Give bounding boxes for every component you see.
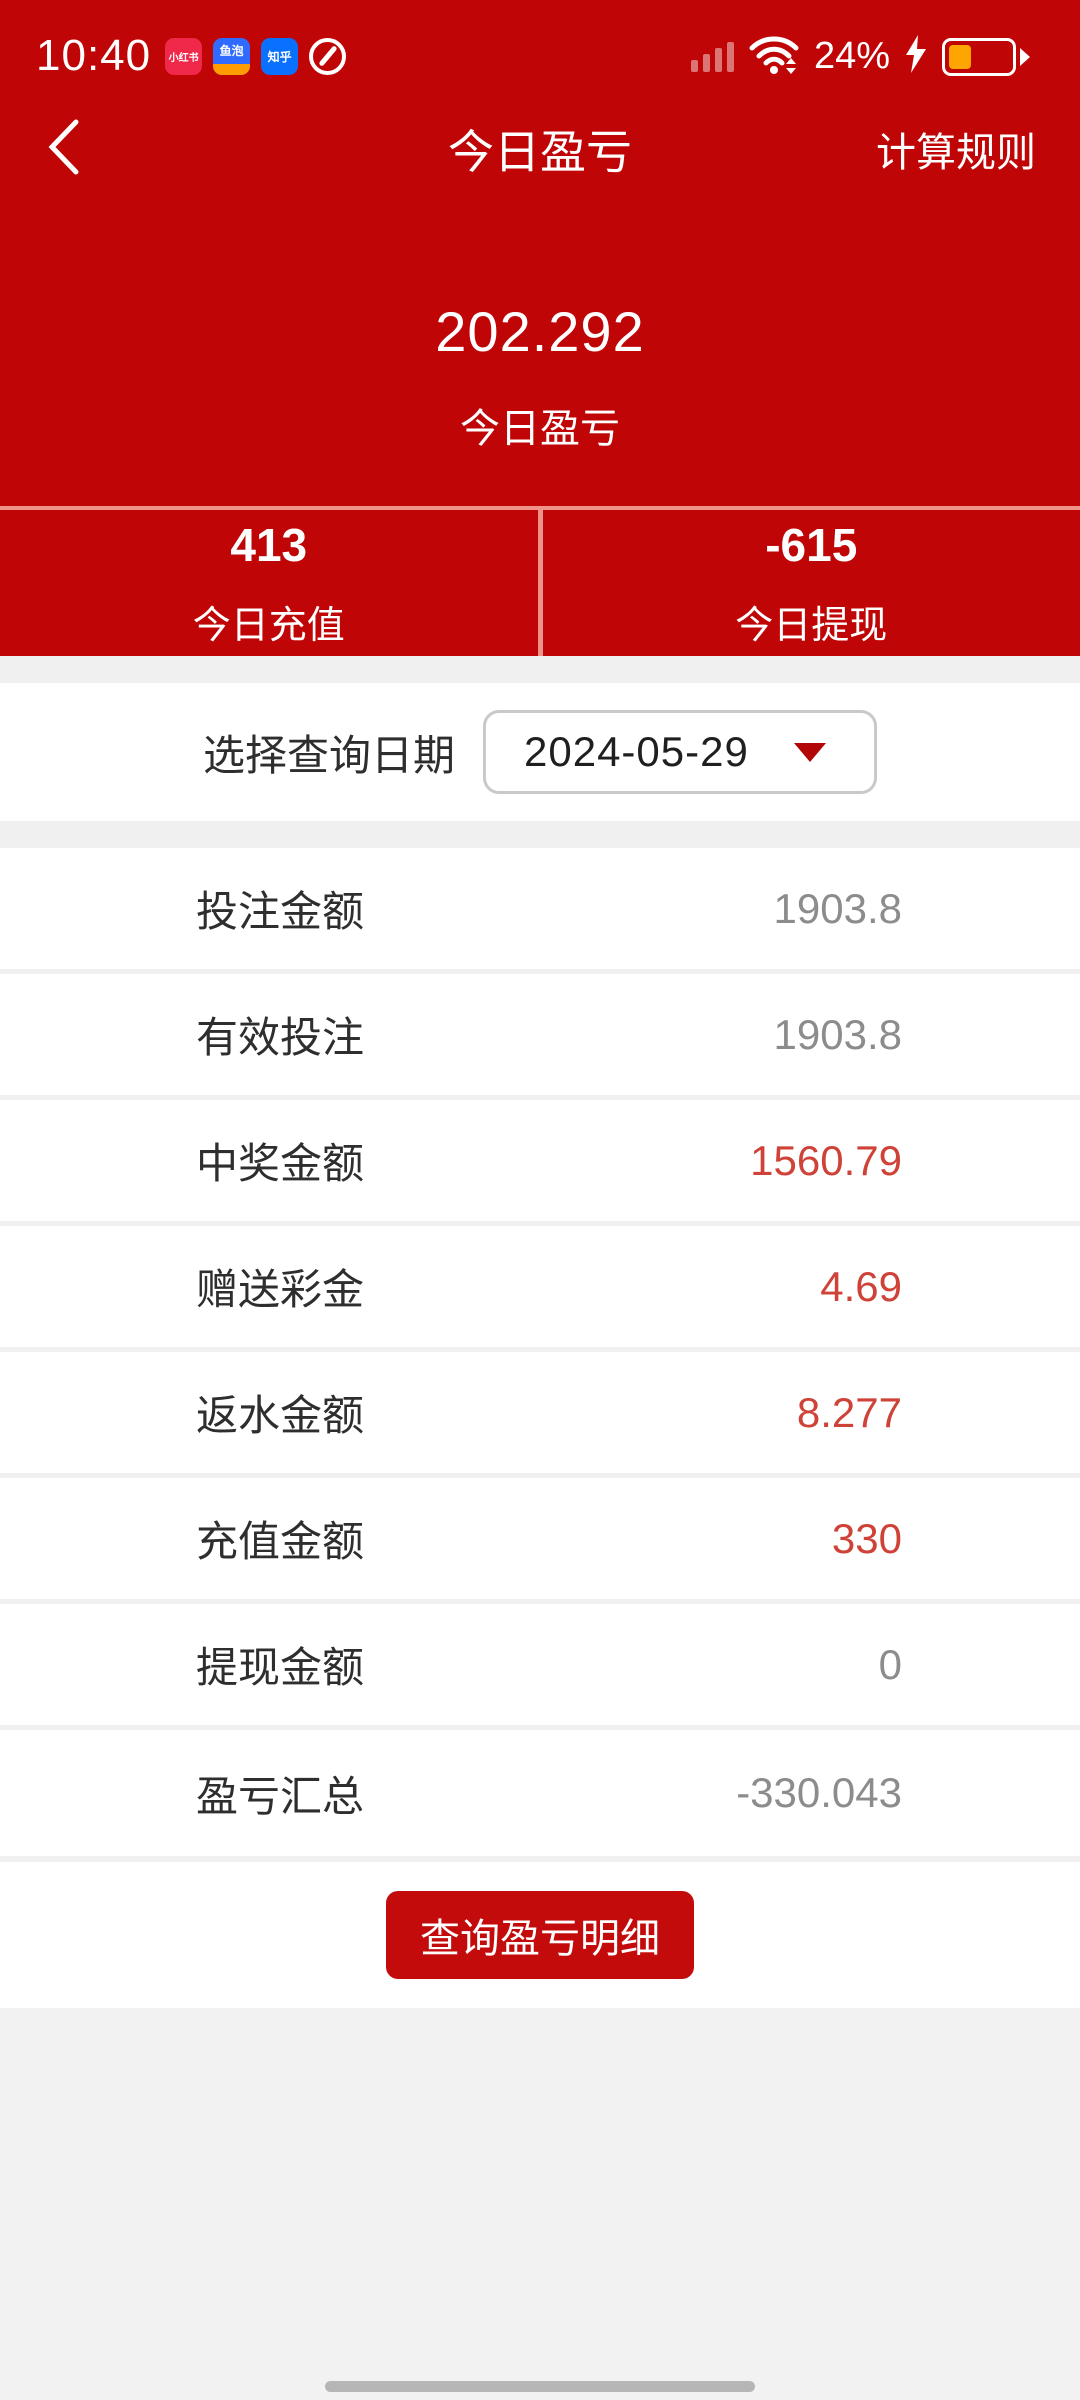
zhihu-app-icon: 知乎: [261, 37, 299, 75]
table-row: 赠送彩金 4.69: [0, 1226, 1080, 1352]
row-label: 赠送彩金: [196, 1266, 365, 1313]
row-value: 0: [878, 1640, 902, 1688]
today-withdraw-stat: -615 今日提现: [543, 510, 1080, 656]
bottom-area: [0, 2008, 1080, 2400]
back-chevron-icon: [44, 116, 84, 183]
date-picker-row: 选择查询日期 2024-05-29: [0, 683, 1080, 821]
ring-notification-icon: [309, 37, 347, 75]
caret-down-icon: [794, 742, 826, 762]
table-row: 充值金额 330: [0, 1478, 1080, 1604]
row-value: -330.043: [736, 1769, 902, 1816]
section-divider: [0, 821, 1080, 848]
yupao-banner: [213, 63, 251, 75]
status-bar-left: 10:40 小红书 鱼泡 知乎: [36, 31, 347, 81]
row-value: 8.277: [796, 1388, 902, 1436]
row-label: 有效投注: [196, 1014, 365, 1061]
table-row: 中奖金额 1560.79: [0, 1100, 1080, 1226]
stats-band: 413 今日充值 -615 今日提现: [0, 506, 1080, 656]
zhihu-label: 知乎: [267, 49, 292, 64]
calc-rules-link[interactable]: 计算规则: [876, 131, 1036, 175]
row-label: 提现金额: [196, 1644, 365, 1691]
today-pl-value: 202.292: [435, 300, 645, 363]
yupao-label: 鱼泡: [219, 43, 244, 58]
back-button[interactable]: [44, 95, 84, 203]
date-picker-select[interactable]: 2024-05-29: [483, 710, 877, 794]
row-label: 盈亏汇总: [196, 1772, 365, 1820]
yupao-app-icon: 鱼泡: [213, 37, 251, 75]
section-divider: [0, 1856, 1080, 1862]
row-value: 330: [831, 1514, 902, 1562]
signal-strength-icon: [690, 41, 734, 72]
battery-percent: 24%: [813, 35, 890, 77]
section-divider: [0, 656, 1080, 683]
today-withdraw-label: 今日提现: [735, 604, 888, 647]
charging-bolt-icon: [904, 35, 928, 78]
xiaohongshu-label: 小红书: [168, 52, 199, 64]
today-pl-label: 今日盈亏: [460, 407, 620, 451]
table-row: 提现金额 0: [0, 1604, 1080, 1730]
notification-icons: 小红书 鱼泡 知乎: [165, 37, 347, 75]
status-bar: 10:40 小红书 鱼泡 知乎: [0, 0, 1080, 95]
today-deposit-stat: 413 今日充值: [0, 510, 543, 656]
row-value: 1903.8: [773, 1010, 902, 1058]
page-title: 今日盈亏: [448, 126, 632, 178]
nav-bar: 今日盈亏 计算规则: [0, 95, 1080, 203]
wifi-icon: [748, 32, 800, 81]
date-picker-label: 选择查询日期: [202, 731, 455, 779]
row-value: 4.69: [820, 1262, 902, 1310]
clock: 10:40: [36, 31, 152, 80]
today-deposit-value: 413: [230, 518, 308, 571]
battery-icon: [942, 37, 1030, 76]
table-row: 有效投注 1903.8: [0, 974, 1080, 1100]
date-picker-value: 2024-05-29: [524, 728, 749, 775]
row-label: 充值金额: [196, 1518, 365, 1565]
button-section: 查询盈亏明细: [0, 1862, 1080, 2008]
today-deposit-label: 今日充值: [192, 604, 345, 647]
row-label: 投注金额: [196, 888, 365, 935]
row-label: 返水金额: [196, 1392, 365, 1439]
today-withdraw-value: -615: [765, 518, 858, 571]
table-row: 盈亏汇总 -330.043: [0, 1730, 1080, 1856]
row-value: 1903.8: [773, 884, 902, 932]
pl-detail-list: 投注金额 1903.8 有效投注 1903.8 中奖金额 1560.79 赠送彩…: [0, 848, 1080, 1856]
table-row: 返水金额 8.277: [0, 1352, 1080, 1478]
hero-section: 10:40 小红书 鱼泡 知乎: [0, 0, 1080, 656]
row-label: 中奖金额: [196, 1140, 365, 1187]
xiaohongshu-app-icon: 小红书: [165, 37, 203, 75]
table-row: 投注金额 1903.8: [0, 848, 1080, 974]
home-indicator[interactable]: [325, 2381, 755, 2392]
row-value: 1560.79: [750, 1136, 902, 1184]
query-pl-detail-button[interactable]: 查询盈亏明细: [386, 1891, 694, 1979]
today-pl-summary: 202.292 今日盈亏: [0, 203, 1080, 506]
status-bar-right: 24%: [690, 32, 1030, 81]
